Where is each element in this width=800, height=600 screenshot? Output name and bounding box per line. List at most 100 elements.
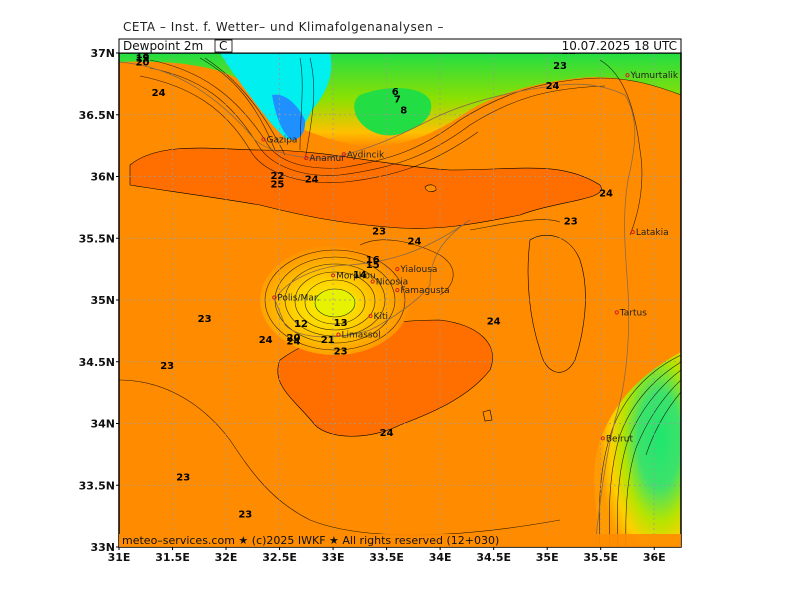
contour-value-label: 23 (564, 217, 578, 228)
contour-value-label: 12 (294, 319, 308, 330)
contour-value-label: 23 (198, 314, 212, 325)
contour-value-label: 24 (599, 188, 613, 199)
contour-value-label: 24 (546, 81, 560, 92)
lon-label: 35E (536, 551, 559, 564)
contour-value-label: 24 (305, 175, 319, 186)
green-core (354, 88, 432, 136)
city-label: Nicosia (376, 277, 408, 287)
lat-label: 33.5N (79, 479, 115, 492)
city-label: Tartus (619, 308, 647, 318)
city-label: Polis/Mar. (277, 294, 319, 304)
contour-value-label: 25 (270, 180, 284, 191)
lat-label: 34N (90, 418, 115, 431)
info-parameter: Dewpoint 2m (123, 39, 203, 53)
city-label: Limassol (341, 331, 380, 341)
lat-label: 33N (90, 541, 115, 554)
info-unit-box (214, 39, 233, 53)
city-label: Kiti (374, 312, 388, 322)
contour-value-label: 24 (259, 335, 273, 346)
city-labels: Gazipa Anamur Aydincik Yumurtalik Latakia Tar… (261, 71, 679, 444)
contour-value-label: 22 (270, 171, 284, 182)
contour-labels: 1819202422232467822252424232324161514232… (136, 46, 613, 520)
city-marker-icon (600, 436, 605, 441)
city-label: Aydincik (347, 150, 385, 160)
city-label: Latakia (636, 228, 669, 238)
contour-value-label: 21 (321, 335, 335, 346)
city-label: Yumurtalik (629, 71, 678, 81)
contour-value-label: 16 (366, 255, 380, 266)
info-bar (118, 38, 682, 54)
city-marker-icon (625, 73, 630, 78)
lat-label: 35.5N (79, 232, 115, 245)
contour-value-label: 19 (136, 54, 150, 65)
island-islet-2 (482, 409, 493, 422)
contour-value-label: 24 (152, 88, 166, 99)
cyprus-core (313, 289, 357, 317)
lon-label: 32E (215, 551, 238, 564)
city-label: Beirut (606, 434, 634, 444)
city-marker-icon (370, 279, 375, 284)
city-label: Gazipa (267, 135, 298, 145)
city-label: Morphou (336, 271, 376, 281)
city-label: Anamur (309, 154, 345, 164)
lat-label: 36.5N (79, 109, 115, 122)
footer-band (119, 534, 681, 547)
city-marker-icon (272, 295, 277, 300)
contour-value-label: 18 (136, 50, 150, 61)
info-unit: C (219, 39, 227, 53)
lat-label: 35N (90, 294, 115, 307)
lat-label: 36N (90, 171, 115, 184)
city-label: Yialousa (399, 265, 437, 275)
city-marker-icon (395, 267, 400, 272)
coast-turkey (119, 61, 626, 159)
lon-label: 36E (643, 551, 666, 564)
contour-value-label: 7 (394, 94, 401, 105)
city-marker-icon (614, 310, 619, 315)
city-label: Famagusta (400, 286, 449, 296)
contour-value-label: 23 (176, 472, 190, 483)
coastlines (119, 61, 636, 547)
contour-value-label: 23 (160, 361, 174, 372)
city-marker-icon (330, 273, 336, 278)
city-marker-icon (630, 229, 635, 235)
contour-value-label: 23 (334, 346, 348, 357)
contour-value-label: 24 (407, 236, 421, 247)
contour-value-label: 23 (238, 509, 252, 520)
lon-label: 33E (322, 551, 345, 564)
lat-label: 37N (90, 47, 115, 60)
contour-value-label: 13 (334, 318, 348, 329)
contour-value-label: 24 (380, 428, 394, 439)
graticule (119, 53, 681, 547)
lon-label: 35.5E (583, 551, 618, 564)
contour-value-label: 24 (287, 336, 301, 347)
city-marker-icon (261, 137, 266, 142)
lon-label: 33.5E (369, 551, 404, 564)
lon-label: 32.5E (262, 551, 297, 564)
contour-value-label: 20 (287, 333, 301, 344)
contour-value-label: 23 (553, 61, 567, 72)
contour-value-label: 23 (372, 227, 386, 238)
info-valid-time: 10.07.2025 18 UTC (562, 39, 677, 53)
city-marker-icon (368, 313, 373, 319)
contour-value-label: 6 (392, 87, 399, 98)
lon-label: 31E (108, 551, 131, 564)
lat-label: 34.5N (79, 356, 115, 369)
longitude-labels: 31E 31.5E 32E 32.5E 33E 33.5E 34E 34.5E 35E 35.5E… (108, 547, 666, 564)
contour-value-label: 24 (487, 317, 501, 328)
header-title: CETA – Inst. f. Wetter– und Klimafolgena… (123, 20, 445, 34)
lon-label: 34.5E (476, 551, 511, 564)
contour-value-label: 15 (366, 260, 380, 271)
city-marker-icon (304, 155, 309, 161)
city-marker-icon (395, 288, 400, 293)
coast-levant (594, 94, 636, 547)
city-marker-icon (336, 332, 341, 337)
blue-dry-core (272, 94, 306, 140)
coast-cyprus (274, 219, 471, 338)
deep-orange-region-north (129, 147, 602, 229)
contour-value-label: 14 (353, 270, 367, 281)
contour-value-label: 20 (136, 57, 150, 68)
lon-label: 34E (429, 551, 452, 564)
deep-orange-region-se (527, 234, 586, 373)
lon-label: 31.5E (155, 551, 190, 564)
